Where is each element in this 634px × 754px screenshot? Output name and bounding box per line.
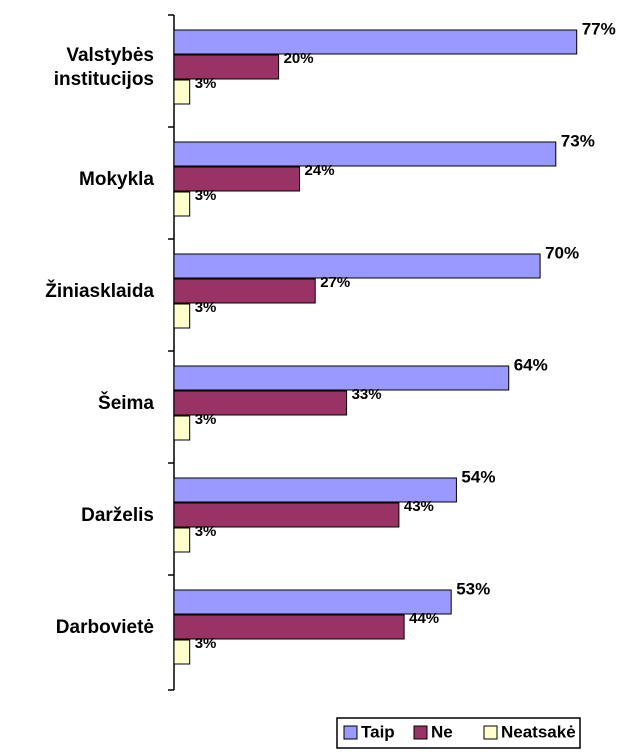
- data-label: 33%: [352, 386, 382, 403]
- bar: [173, 502, 400, 528]
- legend-swatch: [413, 725, 428, 740]
- legend-label: Ne: [431, 722, 453, 741]
- data-label: 3%: [195, 187, 217, 204]
- data-label: 70%: [545, 243, 579, 262]
- bar: [173, 527, 191, 553]
- data-label: 53%: [456, 579, 490, 598]
- bar: [173, 191, 191, 217]
- data-label: 3%: [195, 299, 217, 316]
- data-label: 27%: [320, 274, 350, 291]
- data-label: 3%: [195, 75, 217, 92]
- category-label: Darbovietė: [55, 616, 154, 638]
- bar: [173, 390, 348, 416]
- bar: [173, 614, 405, 640]
- data-label: 77%: [582, 19, 616, 38]
- category-label: Mokykla: [79, 168, 154, 190]
- bar: [173, 639, 191, 665]
- legend-label: Taip: [361, 722, 395, 741]
- bar: [173, 415, 191, 441]
- data-label: 54%: [461, 467, 495, 486]
- legend-box: [336, 717, 581, 749]
- bar: [173, 54, 280, 80]
- category-label: Šeima: [98, 392, 154, 414]
- bar: [173, 365, 510, 391]
- category-label: Žiniasklaida: [45, 280, 154, 302]
- legend-swatch: [343, 725, 358, 740]
- bar: [173, 303, 191, 329]
- bar: [173, 29, 578, 55]
- bar: [173, 253, 541, 279]
- data-label: 3%: [195, 411, 217, 428]
- data-label: 3%: [195, 523, 217, 540]
- data-label: 43%: [404, 498, 434, 515]
- bar: [173, 166, 301, 192]
- bar: [173, 278, 316, 304]
- category-label: Darželis: [81, 504, 154, 526]
- data-label: 20%: [284, 50, 314, 67]
- bar: [173, 79, 191, 105]
- data-label: 64%: [514, 355, 548, 374]
- bar: [173, 477, 457, 503]
- legend-swatch: [483, 725, 498, 740]
- bar: [173, 589, 452, 615]
- bar: [173, 141, 557, 167]
- data-label: 3%: [195, 635, 217, 652]
- data-label: 73%: [561, 131, 595, 150]
- data-label: 24%: [305, 162, 335, 179]
- data-label: 44%: [409, 610, 439, 627]
- category-label: Valstybės institucijos: [53, 44, 154, 90]
- legend-label: Neatsakė: [501, 722, 576, 741]
